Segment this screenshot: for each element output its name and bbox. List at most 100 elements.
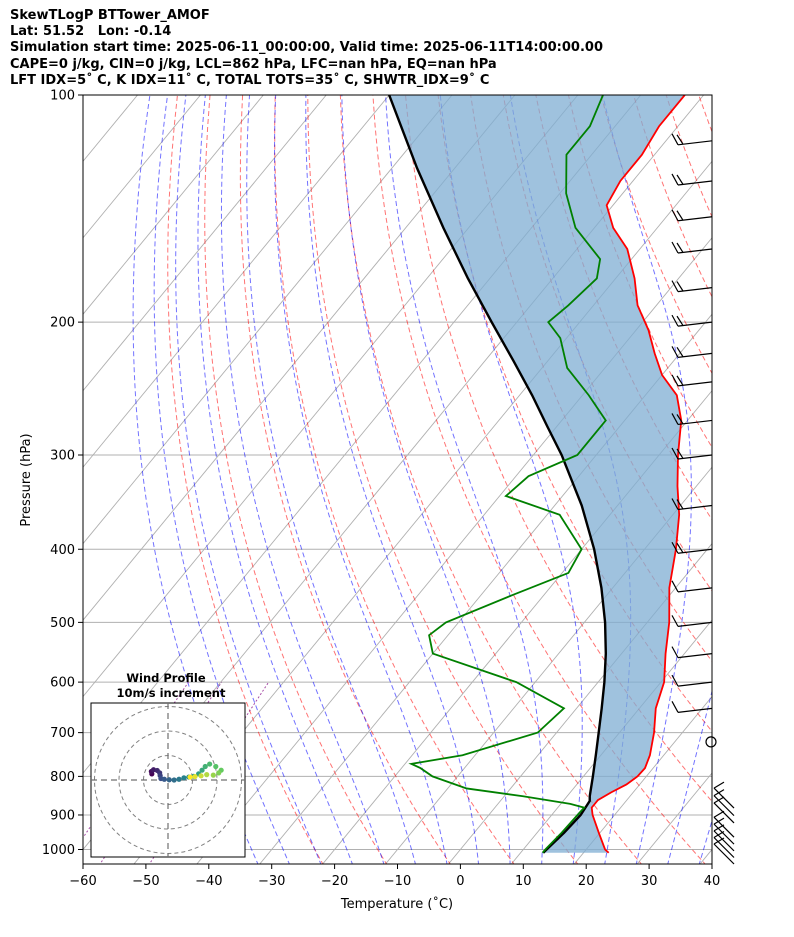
hodograph: Wind Profile 10m/s increment — [90, 671, 246, 858]
dry-adiabat — [339, 95, 643, 864]
wind-barb-staff — [677, 180, 713, 186]
wind-barb — [671, 314, 713, 327]
moist-adiabat — [153, 95, 290, 864]
parcel-path-line — [388, 95, 608, 854]
hodograph-point — [166, 777, 172, 783]
wind-barb — [671, 413, 713, 426]
isotherm-line — [0, 95, 75, 865]
isotherm-line — [83, 95, 516, 621]
hodograph-point — [213, 763, 219, 770]
hodograph-point — [199, 767, 205, 773]
hodograph-point — [187, 774, 193, 780]
calm-wind-circle — [705, 736, 717, 748]
y-tick-label: 600 — [50, 676, 75, 691]
isotherm-line — [384, 466, 712, 864]
wind-barb-staff — [677, 681, 713, 687]
wind-barb-flag — [676, 315, 684, 326]
cape-shade-layer — [389, 95, 685, 853]
wind-barb — [671, 280, 713, 293]
wind-barb-flag — [676, 281, 684, 292]
wind-barb-flag — [671, 674, 679, 687]
isotherm-line — [83, 95, 390, 468]
wind-barb-flag — [676, 542, 684, 553]
wind-barb — [671, 615, 713, 627]
wind-barb-staff — [713, 830, 735, 852]
wind-barb-flag — [671, 413, 679, 425]
wind-barb-flag — [671, 314, 679, 327]
wind-barb-flag — [676, 375, 684, 386]
x-tick-label: −20 — [321, 874, 348, 889]
hodograph-subtitle: 10m/s increment — [117, 686, 226, 700]
wind-barb — [671, 346, 713, 358]
x-tick-label: 40 — [704, 874, 721, 889]
hodograph-point — [176, 776, 182, 782]
moist-adiabat — [698, 819, 712, 864]
dry-adiabat — [665, 95, 712, 218]
wind-barb-flag — [676, 448, 684, 459]
moist-adiabat — [220, 95, 385, 864]
wind-barb-flag — [671, 133, 679, 146]
x-axis: −60 −50 −40 −30 −20 −10 0 10 20 30 40 — [69, 864, 720, 889]
wind-barb-staff — [677, 381, 713, 387]
dry-adiabat — [239, 95, 451, 864]
dry-adiabat — [731, 95, 794, 865]
dry-adiabat — [167, 95, 324, 864]
moist-adiabat — [305, 95, 480, 864]
moist-adiabat — [667, 689, 712, 864]
wind-barb — [713, 810, 735, 838]
hodograph-point — [207, 761, 213, 767]
wind-barb — [671, 541, 713, 554]
wind-barb — [671, 646, 713, 659]
wind-barb — [713, 796, 735, 824]
wind-barb-staff — [677, 352, 713, 358]
wind-barb-staff — [713, 802, 735, 824]
wind-barb-flag — [671, 173, 679, 186]
wind-barb-staff — [677, 140, 713, 146]
moist-adiabat — [175, 95, 322, 864]
wind-barb-staff — [713, 787, 735, 809]
wind-barb-flag — [713, 810, 725, 818]
wind-barb — [671, 173, 713, 186]
y-tick-label: 1000 — [42, 843, 75, 858]
wind-barb — [713, 781, 735, 809]
wind-barb — [671, 674, 713, 687]
wind-barb-staff — [677, 216, 713, 222]
wind-barb-staff — [677, 454, 713, 460]
x-tick-label: −40 — [195, 874, 222, 889]
wind-barb-flag — [676, 242, 684, 253]
wind-barb — [671, 374, 713, 387]
y-tick-label: 200 — [50, 316, 75, 331]
wind-barb-flag — [671, 241, 679, 254]
wind-barb-flag — [676, 134, 684, 145]
x-tick-label: −50 — [132, 874, 159, 889]
indices-line-1: CAPE=0 j/kg, CIN=0 j/kg, LCL=862 hPa, LF… — [10, 56, 497, 72]
wind-barb-staff — [677, 587, 713, 593]
y-tick-label: 300 — [50, 448, 75, 463]
dry-adiabat — [274, 95, 515, 864]
isotherm-line — [83, 95, 453, 545]
wind-barb-flag — [713, 817, 725, 825]
wind-barb-staff — [713, 843, 735, 865]
y-tick-label: 800 — [50, 770, 75, 785]
wind-barb-staff — [713, 837, 735, 858]
isotherm-line — [83, 95, 201, 239]
times-line: Simulation start time: 2025-06-11_00:00:… — [10, 40, 603, 56]
dry-adiabat — [437, 95, 712, 733]
x-tick-label: 0 — [456, 874, 464, 889]
wind-barb-flag — [676, 499, 684, 510]
isotherm-line — [699, 848, 712, 864]
x-tick-label: −30 — [258, 874, 285, 889]
wind-barb — [671, 580, 713, 593]
y-tick-label: 700 — [50, 726, 75, 741]
indices-line-2: LFT IDX=5˚ C, K IDX=11˚ C, TOTAL TOTS=35… — [10, 72, 490, 88]
x-tick-label: 20 — [578, 874, 595, 889]
hodograph-point — [204, 772, 210, 778]
wind-barb-flag — [671, 374, 679, 387]
dry-adiabat — [307, 95, 579, 864]
wind-barb-staff — [677, 321, 713, 327]
isotherm-line — [83, 95, 327, 392]
wind-barbs — [671, 133, 735, 865]
wind-barb-staff — [713, 795, 735, 817]
wind-barb-flag — [676, 210, 684, 221]
